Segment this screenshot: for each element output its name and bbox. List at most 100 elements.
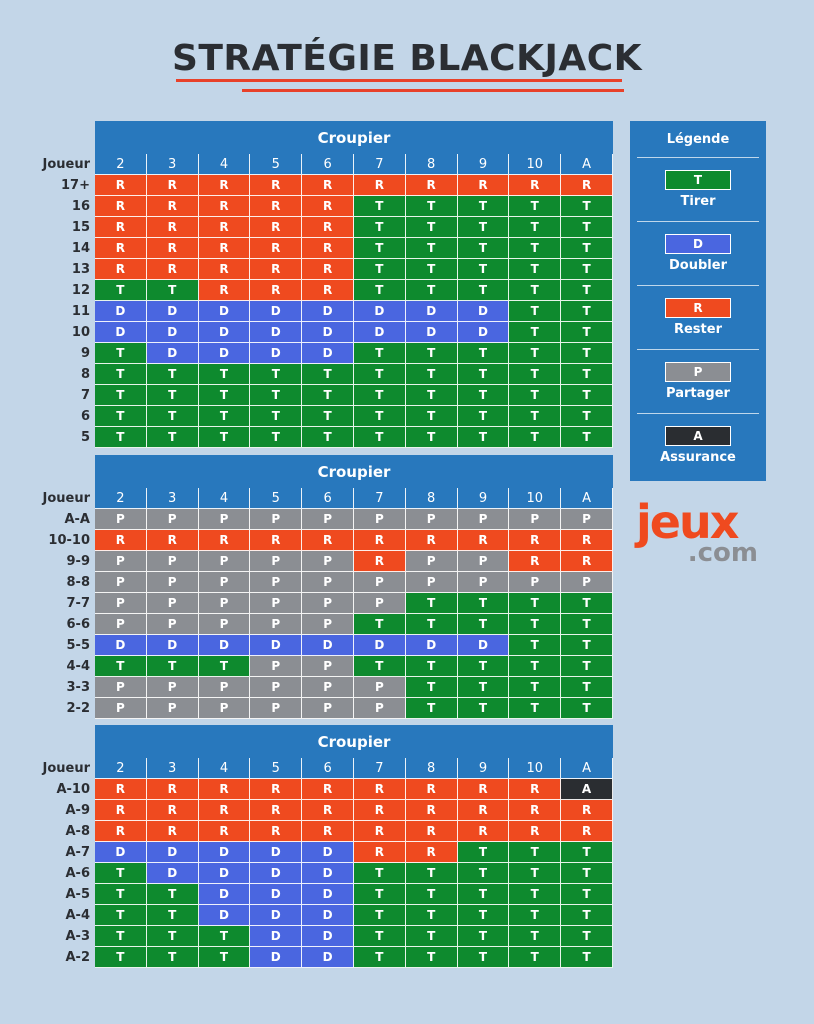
strategy-cell: P	[457, 572, 510, 593]
dealer-card-row: 2 3 4 5 6 7 8 9 10 A	[95, 154, 613, 175]
strategy-cell: R	[509, 800, 562, 821]
strategy-cell: T	[146, 406, 199, 427]
strategy-cell: D	[95, 301, 147, 322]
strategy-cell: R	[198, 196, 251, 217]
strategy-cell: P	[561, 509, 613, 530]
player-hand-label: A-5	[65, 887, 90, 902]
strategy-cell: D	[250, 905, 303, 926]
strategy-cell: P	[146, 572, 199, 593]
strategy-cell: D	[250, 842, 303, 863]
strategy-cell: P	[95, 551, 147, 572]
strategy-cell: P	[353, 593, 406, 614]
player-hand-label: A-3	[65, 929, 90, 944]
player-hand-label: 15	[71, 220, 90, 235]
strategy-cell: T	[198, 656, 251, 677]
strategy-cell: P	[198, 551, 251, 572]
player-hand-label: 14	[71, 241, 90, 256]
strategy-cell: T	[457, 884, 510, 905]
strategy-cell: T	[250, 427, 303, 448]
dealer-card-7: 7	[353, 154, 406, 175]
strategy-cell: R	[95, 259, 147, 280]
dealer-card-8: 8	[405, 488, 458, 509]
strategy-cell: T	[405, 863, 458, 884]
strategy-cell: D	[198, 635, 251, 656]
dealer-card-10: 10	[509, 154, 562, 175]
strategy-cell: D	[146, 863, 199, 884]
player-header: Joueur	[42, 157, 90, 172]
strategy-cell: P	[353, 698, 406, 719]
logo-domain: .com	[687, 538, 758, 568]
strategy-cell: R	[457, 779, 510, 800]
strategy-cell: P	[302, 698, 354, 719]
dealer-card-4: 4	[198, 758, 251, 779]
strategy-cell: T	[561, 406, 613, 427]
jeux-logo: jeux .com	[636, 499, 766, 580]
strategy-cell: R	[302, 175, 354, 196]
player-hand-label: 10	[71, 325, 90, 340]
soft-totals-table: Croupier 2 3 4 5 6 7 8 9 10 A R R R R R R R R R A R R R R R R R R R R R…	[95, 725, 613, 968]
player-hand-label: 6	[80, 409, 90, 424]
strategy-cell: T	[95, 427, 147, 448]
legend-swatch: R	[665, 298, 731, 318]
player-hand-label: 2-2	[66, 701, 91, 716]
strategy-cell: P	[146, 698, 199, 719]
strategy-cell: T	[509, 614, 562, 635]
strategy-cell: R	[250, 259, 303, 280]
strategy-cell: P	[405, 572, 458, 593]
strategy-cell: P	[146, 509, 199, 530]
strategy-cell: R	[509, 779, 562, 800]
strategy-cell: D	[302, 905, 354, 926]
strategy-cell: T	[95, 926, 147, 947]
strategy-cell: T	[95, 863, 147, 884]
dealer-header: Croupier	[95, 725, 613, 758]
strategy-cell: R	[95, 238, 147, 259]
strategy-cell: R	[302, 259, 354, 280]
strategy-cell: R	[95, 779, 147, 800]
strategy-cell: D	[250, 322, 303, 343]
strategy-cell: T	[561, 280, 613, 301]
strategy-cell: T	[95, 343, 147, 364]
legend-swatch: P	[665, 362, 731, 382]
strategy-cell: T	[405, 427, 458, 448]
strategy-cell: P	[95, 593, 147, 614]
player-hand-label: A-9	[65, 803, 90, 818]
strategy-cell: T	[561, 842, 613, 863]
strategy-cell: D	[302, 926, 354, 947]
strategy-cell: T	[509, 677, 562, 698]
strategy-cell: D	[250, 343, 303, 364]
strategy-cell: R	[198, 259, 251, 280]
strategy-cell: R	[250, 196, 303, 217]
dealer-card-5: 5	[250, 488, 303, 509]
strategy-cell: R	[405, 779, 458, 800]
player-hand-label: 5	[80, 430, 90, 445]
strategy-cell: R	[561, 551, 613, 572]
strategy-cell: P	[457, 551, 510, 572]
strategy-cell: T	[561, 614, 613, 635]
strategy-cell: T	[509, 593, 562, 614]
strategy-cell: T	[353, 905, 406, 926]
strategy-cell: R	[353, 800, 406, 821]
strategy-cell: R	[250, 175, 303, 196]
strategy-cell: T	[561, 322, 613, 343]
strategy-cell: P	[509, 509, 562, 530]
strategy-cell: T	[146, 280, 199, 301]
strategy-cell: R	[457, 821, 510, 842]
legend-divider	[637, 285, 759, 286]
strategy-cell: T	[198, 364, 251, 385]
strategy-cell: P	[302, 509, 354, 530]
strategy-cell: D	[302, 635, 354, 656]
strategy-cell: R	[561, 821, 613, 842]
strategy-cell: R	[302, 280, 354, 301]
strategy-cell: T	[95, 280, 147, 301]
strategy-cell: T	[353, 343, 406, 364]
legend-label: Partager	[666, 386, 730, 401]
strategy-cell: R	[146, 175, 199, 196]
strategy-cell: R	[509, 530, 562, 551]
